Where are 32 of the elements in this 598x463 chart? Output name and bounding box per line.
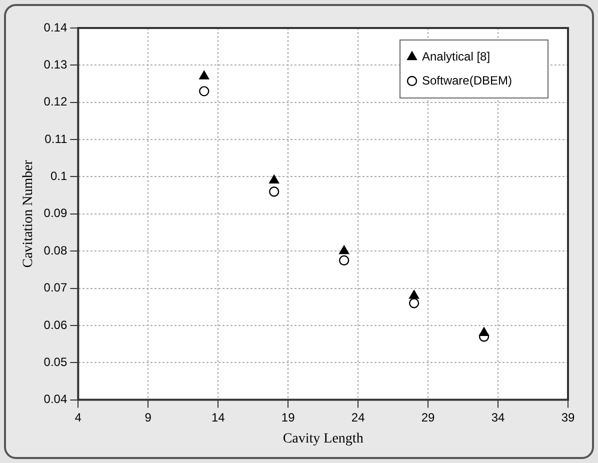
y-tick-label: 0.07 xyxy=(44,280,68,295)
x-tick-label: 24 xyxy=(351,410,366,424)
point xyxy=(268,186,280,197)
point xyxy=(269,174,280,184)
x-tick-label: 34 xyxy=(491,410,506,424)
x-tick-label: 14 xyxy=(211,410,226,424)
y-tick-label: 0.1 xyxy=(50,169,68,184)
x-axis-title: Cavity Length xyxy=(282,431,364,446)
y-tick-label: 0.12 xyxy=(44,94,68,109)
x-tick-label: 4 xyxy=(74,410,82,424)
legend-label: Analytical [8] xyxy=(422,49,490,64)
x-tick-label: 29 xyxy=(421,410,436,424)
point xyxy=(339,245,349,254)
x-tick-label: 9 xyxy=(144,410,152,424)
y-tick-label: 0.05 xyxy=(44,354,68,369)
point xyxy=(409,290,419,299)
x-tick-label: 19 xyxy=(281,410,296,424)
point xyxy=(408,298,420,308)
point xyxy=(199,86,210,96)
y-tick-label: 0.08 xyxy=(44,243,68,258)
y-tick-label: 0.13 xyxy=(44,57,68,72)
x-tick-label: 39 xyxy=(561,410,575,424)
y-axis-title: Cavitation Number xyxy=(21,160,36,268)
y-tick-label: 0.09 xyxy=(44,206,68,220)
point xyxy=(338,255,350,266)
y-tick-label: 0.14 xyxy=(44,20,68,34)
legend-label: Software(DBEM) xyxy=(422,73,512,88)
point xyxy=(479,327,489,336)
y-tick-label: 0.11 xyxy=(44,132,68,146)
y-tick-label: 0.06 xyxy=(44,318,68,332)
point xyxy=(199,70,210,80)
y-tick-label: 0.04 xyxy=(44,392,68,406)
